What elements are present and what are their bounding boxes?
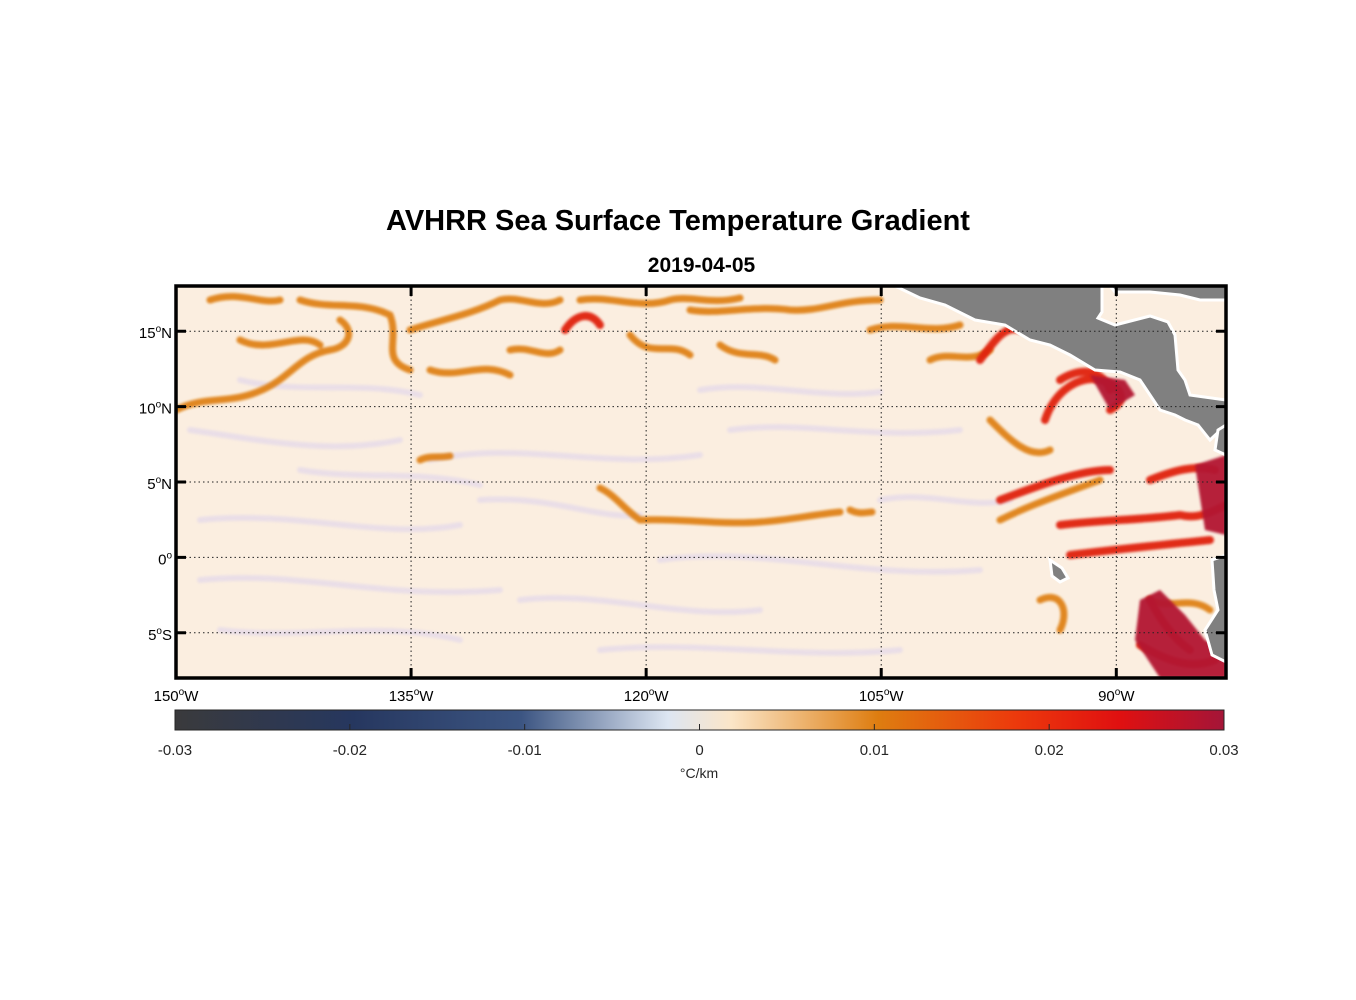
latitude-tick-label: 5oS xyxy=(148,626,172,644)
lon-degree-value: 90 xyxy=(1098,688,1115,705)
lat-hemisphere: N xyxy=(161,476,172,493)
degree-symbol: o xyxy=(156,400,162,411)
degree-symbol: o xyxy=(884,687,890,698)
lat-degree-value: 5 xyxy=(147,476,155,493)
lon-degree-value: 135 xyxy=(389,688,414,705)
degree-symbol: o xyxy=(156,475,162,486)
galapagos-islands xyxy=(1048,556,1071,584)
lat-degree-value: 0 xyxy=(158,551,166,568)
colombia-landmass xyxy=(1213,423,1226,457)
colorbar-unit-label: °C/km xyxy=(680,765,718,781)
degree-symbol: o xyxy=(649,687,655,698)
south-america-landmass xyxy=(1203,553,1226,664)
colorbar: -0.03 -0.02 -0.01 0 0.01 0.02 0.03 °C/km xyxy=(158,709,1239,781)
lon-degree-value: 150 xyxy=(154,688,179,705)
lon-hemisphere: W xyxy=(654,688,669,705)
lon-degree-value: 105 xyxy=(859,688,884,705)
colorbar-tick-label: 0.02 xyxy=(1035,742,1064,759)
degree-symbol: o xyxy=(156,626,162,637)
colorbar-ticks xyxy=(174,724,1225,730)
longitude-tick-label: 150oW xyxy=(154,687,200,705)
degree-symbol: o xyxy=(1115,687,1121,698)
moderate-gradient-fronts xyxy=(176,293,1214,634)
longitude-tick-label: 90oW xyxy=(1098,687,1135,705)
lon-hemisphere: W xyxy=(419,688,434,705)
maximum-gradient-areas xyxy=(1090,375,1226,678)
weak-gradient-streaks xyxy=(187,377,1013,656)
lon-hemisphere: W xyxy=(889,688,904,705)
axis-ticks xyxy=(174,286,1226,678)
longitude-tick-label: 105oW xyxy=(859,687,905,705)
latitude-tick-label: 5oN xyxy=(147,475,172,493)
map-subtitle: 2019-04-05 xyxy=(647,254,756,277)
colorbar-tick-label: -0.01 xyxy=(508,742,542,759)
colorbar-tick-labels: -0.03 -0.02 -0.01 0 0.01 0.02 0.03 xyxy=(158,742,1239,759)
latitude-tick-label: 0o xyxy=(158,550,172,568)
lat-degree-value: 10 xyxy=(139,401,156,418)
colorbar-tick-label: 0 xyxy=(695,742,703,759)
colorbar-tick-label: -0.03 xyxy=(158,742,192,759)
longitude-tick-label: 120oW xyxy=(624,687,670,705)
colorbar-tick-label: 0.01 xyxy=(860,742,889,759)
northern-coast-landmass xyxy=(1108,286,1226,302)
lat-degree-value: 5 xyxy=(148,627,156,644)
map-area: 150oW 135oW 120oW 105oW 90oW 15oN10oN5oN0o5o… xyxy=(139,284,1228,705)
degree-symbol: o xyxy=(166,550,172,561)
degree-symbol: o xyxy=(179,687,185,698)
lat-hemisphere: S xyxy=(162,627,172,644)
lon-hemisphere: W xyxy=(1120,688,1135,705)
map-title: AVHRR Sea Surface Temperature Gradient xyxy=(386,205,970,237)
latitude-tick-label: 15oN xyxy=(139,324,172,342)
latitude-tick-label: 10oN xyxy=(139,400,172,418)
lon-degree-value: 120 xyxy=(624,688,649,705)
colorbar-tick-label: 0.03 xyxy=(1209,742,1238,759)
longitude-labels: 150oW 135oW 120oW 105oW 90oW xyxy=(154,687,1136,705)
degree-symbol: o xyxy=(156,324,162,335)
land-masses xyxy=(894,286,1226,664)
degree-symbol: o xyxy=(414,687,420,698)
longitude-tick-label: 135oW xyxy=(389,687,435,705)
colorbar-tick-label: -0.02 xyxy=(333,742,367,759)
lon-hemisphere: W xyxy=(184,688,199,705)
lat-hemisphere: N xyxy=(161,325,172,342)
gradient-field xyxy=(176,286,1226,678)
central-america-landmass xyxy=(894,286,1226,443)
lat-hemisphere: N xyxy=(161,401,172,418)
lat-degree-value: 15 xyxy=(139,325,156,342)
